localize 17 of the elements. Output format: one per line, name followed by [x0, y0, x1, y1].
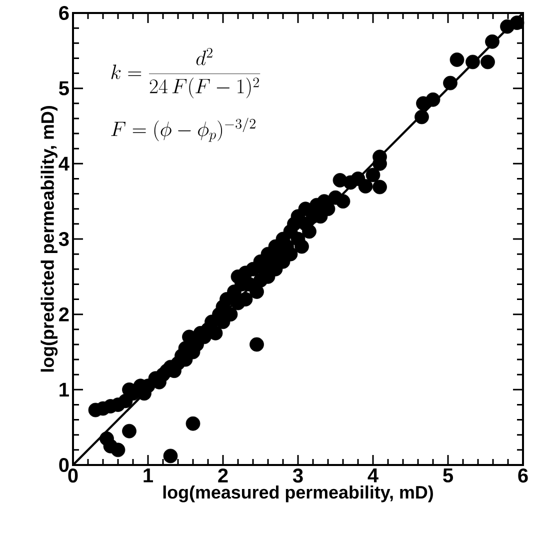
y-tick-label: 1 [60, 382, 69, 397]
annotation: $F=(\phi-\phi_p)^{-3/2}$ [111, 118, 256, 142]
x-tick-label: 6 [518, 468, 528, 483]
x-tick-label: 1 [144, 468, 153, 482]
y-axis-title: log(predicted permeability, mD) [40, 106, 58, 372]
x-tick-label: 2 [218, 468, 228, 482]
x-tick-label: 3 [292, 468, 303, 483]
x-axis-title: log(measured permeability, mD) [163, 485, 433, 502]
x-tick-label: 5 [443, 468, 453, 482]
annotation: $k=\frac{d^2}{24\,F(F-1)^2}$ [111, 48, 260, 98]
y-tick-label: 3 [58, 232, 69, 246]
y-tick-label: 0 [59, 458, 69, 472]
y-tick-label: 6 [59, 6, 69, 20]
y-tick-label: 5 [59, 81, 69, 96]
x-tick-label: 4 [368, 468, 378, 482]
y-tick-label: 4 [58, 156, 70, 171]
y-tick-label: 2 [59, 307, 69, 322]
